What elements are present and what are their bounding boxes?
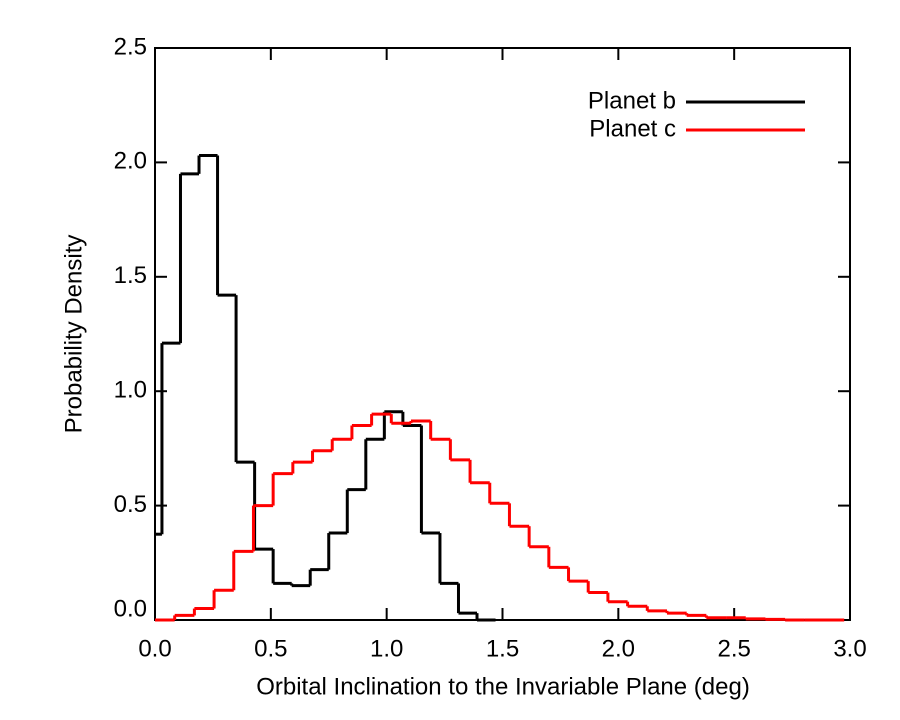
y-tick-label: 1.0 [114, 377, 147, 404]
plot-frame [154, 47, 851, 621]
y-tick-label: 0.0 [114, 595, 147, 622]
x-tick-label: 1.0 [370, 635, 403, 662]
y-axis-label: Probability Density [60, 235, 87, 434]
x-tick-label: 3.0 [833, 635, 866, 662]
x-tick-label: 1.5 [486, 635, 519, 662]
y-tick-label: 0.5 [114, 491, 147, 518]
x-tick-label: 2.0 [602, 635, 635, 662]
legend-label: Planet b [588, 87, 676, 114]
x-tick-label: 0.0 [138, 635, 171, 662]
x-tick-label: 2.5 [717, 635, 750, 662]
x-tick-label: 0.5 [254, 635, 287, 662]
x-axis-label: Orbital Inclination to the Invariable Pl… [256, 673, 750, 700]
y-tick-label: 2.0 [114, 148, 147, 175]
y-tick-label: 1.5 [114, 262, 147, 289]
legend-label: Planet c [589, 115, 676, 142]
y-tick-label: 2.5 [114, 33, 147, 60]
